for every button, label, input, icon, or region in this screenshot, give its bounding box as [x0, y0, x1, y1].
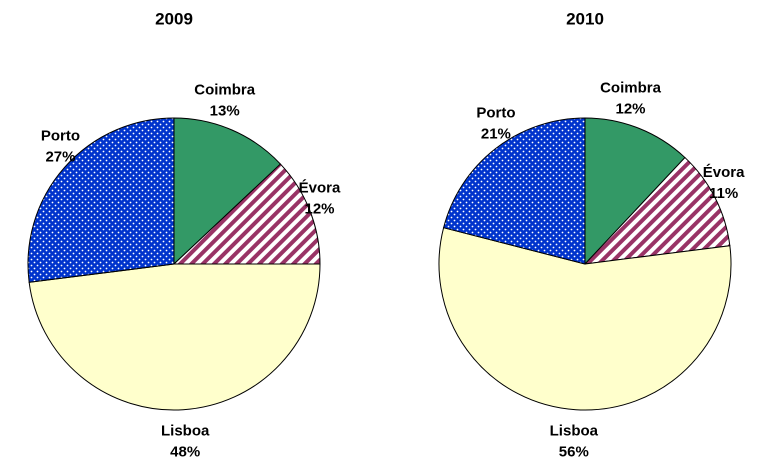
pie-slice	[28, 263, 321, 411]
slice-value-label: 12%	[616, 100, 646, 117]
slice-label: Coimbra	[600, 79, 662, 96]
slice-label: Évora	[299, 179, 341, 196]
pie-slice	[442, 117, 586, 265]
pie-slice	[172, 163, 321, 265]
chart-title: 2010	[566, 9, 604, 28]
slice-value-label: 13%	[210, 103, 240, 120]
slice-value-label: 27%	[45, 148, 75, 165]
pie-slice	[583, 156, 731, 265]
slice-value-label: 12%	[304, 200, 334, 217]
slice-label: Lisboa	[550, 423, 599, 440]
pie-slice	[173, 117, 282, 266]
slice-value-label: 56%	[559, 444, 589, 459]
pie-slice	[27, 117, 175, 283]
slice-label: Porto	[41, 127, 80, 144]
pie-slice	[438, 227, 732, 411]
slice-value-label: 21%	[481, 125, 511, 142]
slice-value-label: 48%	[170, 444, 200, 459]
pie-slice	[584, 117, 686, 266]
slice-label: Porto	[476, 104, 515, 121]
slice-value-label: 11%	[709, 185, 738, 202]
slice-label: Coimbra	[194, 82, 256, 99]
chart-title: 2009	[155, 9, 193, 28]
slice-label: Lisboa	[161, 423, 210, 440]
slice-label: Évora	[703, 164, 745, 181]
